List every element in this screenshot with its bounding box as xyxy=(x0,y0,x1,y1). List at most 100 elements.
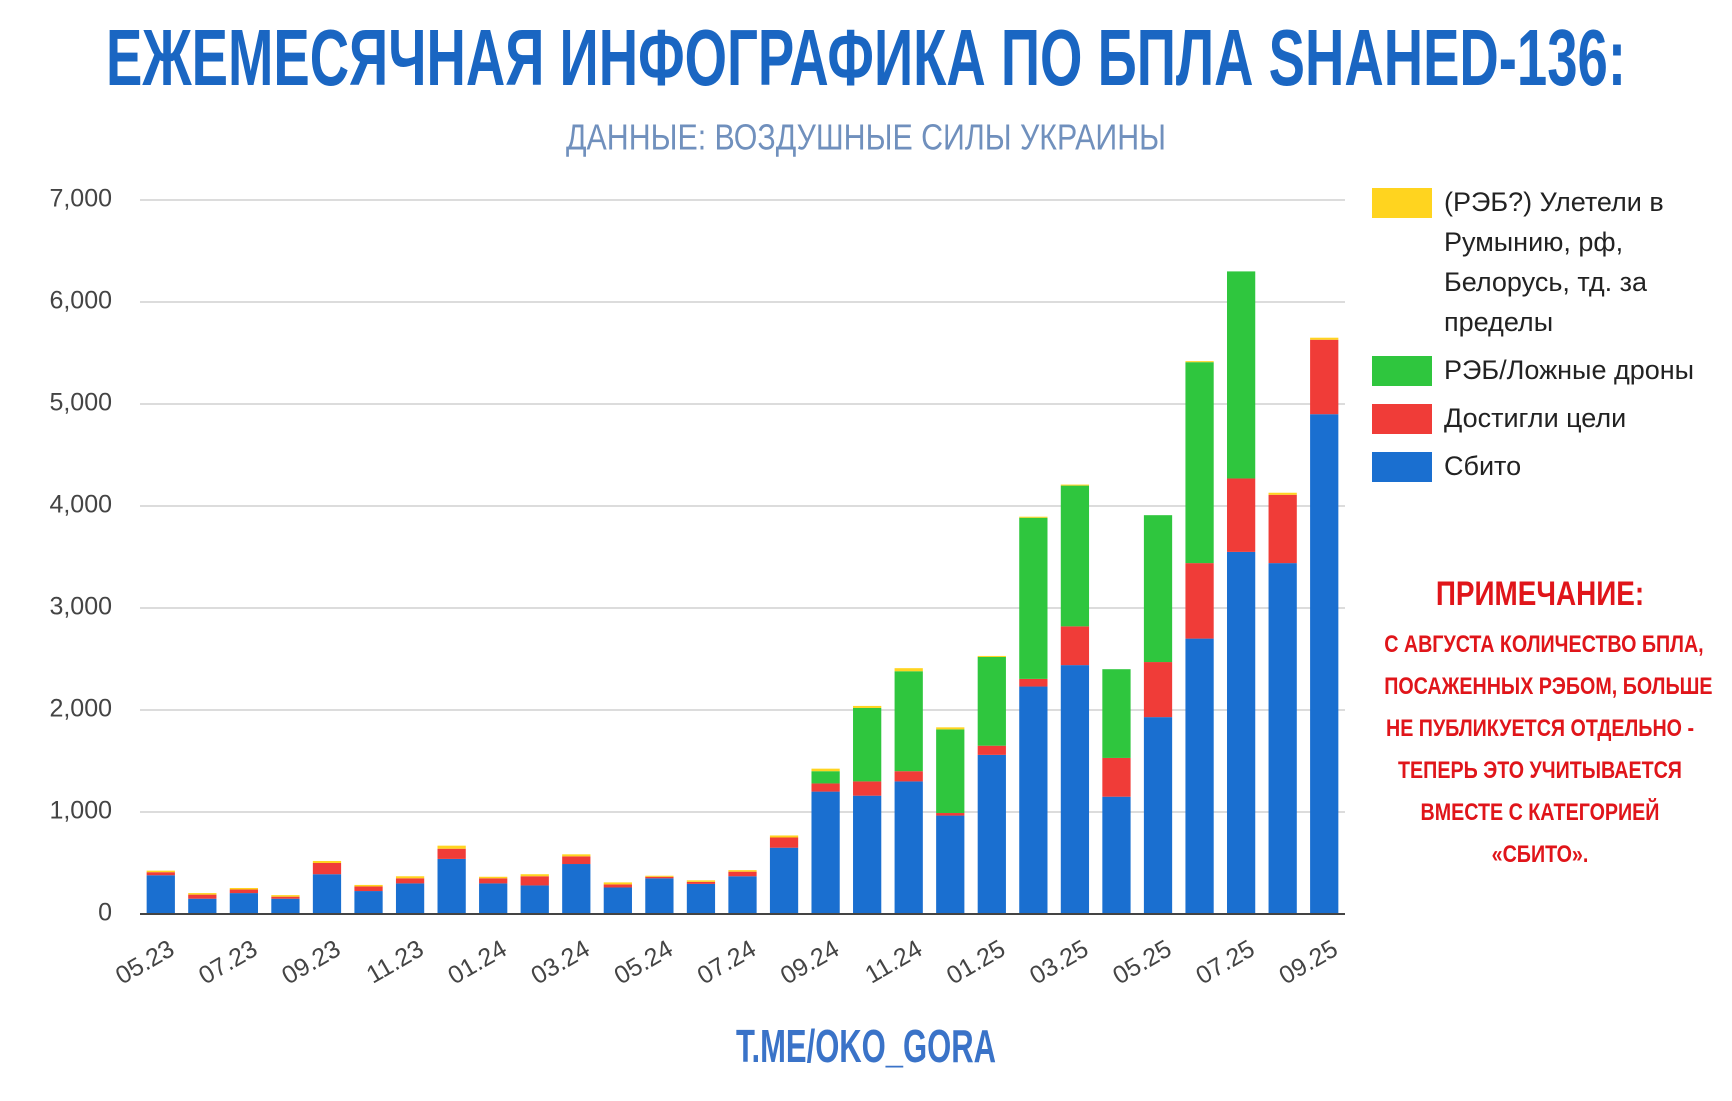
bar-segment xyxy=(229,887,259,890)
note: ПРИМЕЧАНИЕ: С АВГУСТА КОЛИЧЕСТВО БПЛА, ПО… xyxy=(1350,575,1730,876)
bar-segment xyxy=(977,656,1006,746)
bar-segment xyxy=(437,858,466,914)
y-tick-label: 3,000 xyxy=(49,593,112,621)
note-line: «СБИТО». xyxy=(1491,841,1589,868)
bar-segment xyxy=(769,835,799,838)
footer: T.ME/OKO_GORA xyxy=(736,1020,996,1072)
bar-segment xyxy=(728,871,757,877)
bar-segment xyxy=(894,671,923,772)
bar-segment xyxy=(853,781,882,796)
bar-segment xyxy=(395,878,425,884)
bar-segment xyxy=(811,768,840,772)
x-tick-label: 07.24 xyxy=(693,935,761,991)
x-tick-label: 01.25 xyxy=(942,935,1010,991)
bar-segment xyxy=(271,896,300,899)
bar-segment xyxy=(1226,551,1256,914)
bar-segment xyxy=(936,815,965,914)
x-tick-label: 11.23 xyxy=(362,935,429,990)
bar-segment xyxy=(977,745,1006,755)
bar-segment xyxy=(312,874,342,914)
y-tick-label: 2,000 xyxy=(49,695,112,723)
legend-label: (РЭБ?) Улетели в Румынию, рф, Белорусь, … xyxy=(1444,187,1664,337)
bar-segment xyxy=(188,894,217,899)
bar-segment xyxy=(603,882,632,885)
bar-segment xyxy=(686,880,716,882)
bar-segment xyxy=(686,881,716,884)
bar-segment xyxy=(479,883,508,914)
bar-segment xyxy=(479,878,508,884)
x-tick-label: 03.24 xyxy=(526,935,594,991)
x-tick-label: 05.25 xyxy=(1108,935,1176,991)
x-tick-label: 07.23 xyxy=(194,935,262,991)
x-tick-label: 01.24 xyxy=(443,935,511,991)
y-tick-label: 1,000 xyxy=(49,797,112,825)
bar-segment xyxy=(1060,485,1090,627)
bar-segment xyxy=(229,893,259,914)
bar-segment xyxy=(520,874,549,877)
bar-segment xyxy=(1143,515,1173,663)
legend-item: Сбито xyxy=(1372,450,1702,486)
legend-swatch xyxy=(1372,188,1432,218)
bar-segment xyxy=(811,771,840,784)
bar-segment xyxy=(1143,717,1173,914)
y-tick-label: 6,000 xyxy=(49,287,112,315)
y-tick-label: 7,000 xyxy=(49,185,112,213)
bar-segment xyxy=(728,870,757,872)
bar-segment xyxy=(853,795,882,914)
y-tick-label: 0 xyxy=(98,899,112,927)
bar-segment xyxy=(354,886,383,892)
chart-subtitle: ДАННЫЕ: ВОЗДУШНЫЕ СИЛЫ УКРАИНЫ xyxy=(566,117,1166,158)
bar-segment xyxy=(188,893,217,895)
y-tick-label: 5,000 xyxy=(49,389,112,417)
bar-segment xyxy=(562,854,591,857)
legend-swatch xyxy=(1372,356,1432,386)
bar-segment xyxy=(354,891,383,914)
bar-segment xyxy=(188,898,217,914)
legend-item: Достигли цели xyxy=(1372,402,1702,438)
bar-segment xyxy=(686,883,716,914)
bar-segment xyxy=(562,864,591,914)
bar-segment xyxy=(312,860,342,863)
x-tick-label: 09.25 xyxy=(1274,935,1342,991)
bar-segment xyxy=(312,863,342,875)
bar-segment xyxy=(1019,678,1048,687)
bar-segment xyxy=(1019,516,1048,518)
bar-segment xyxy=(479,876,508,879)
bar-segment xyxy=(769,837,799,848)
bar-segment xyxy=(229,889,259,894)
bar-segment xyxy=(520,876,549,886)
bar-segment xyxy=(603,884,632,888)
x-tick-label: 07.25 xyxy=(1191,935,1259,991)
legend-label: Достигли цели xyxy=(1444,403,1627,433)
bar-segment xyxy=(1060,626,1090,666)
bar-segment xyxy=(977,754,1006,914)
bar-segment xyxy=(894,668,923,672)
bar-segment xyxy=(395,876,425,879)
bar-segment xyxy=(146,872,175,876)
bar-segment xyxy=(562,856,591,865)
bar-segment xyxy=(1268,492,1297,495)
chart-title: ЕЖЕМЕСЯЧНАЯ ИНФОГРАФИКА ПО БПЛА SHAHED-1… xyxy=(106,13,1626,102)
bar-segment xyxy=(1226,478,1256,552)
note-line: ПОСАЖЕННЫХ РЭБОМ, БОЛЬШЕ xyxy=(1384,673,1713,700)
bar-segment xyxy=(1185,362,1214,564)
bar-segment xyxy=(645,876,674,879)
bar-segment xyxy=(936,727,965,730)
bar-segment xyxy=(354,884,383,887)
bar-segment xyxy=(1060,665,1090,914)
bar-segment xyxy=(1310,337,1339,340)
bar-segment xyxy=(1310,414,1339,914)
bar-segment xyxy=(395,883,425,914)
legend-label: Сбито xyxy=(1444,451,1522,481)
bar-segment xyxy=(936,729,965,814)
bar-segment xyxy=(894,771,923,782)
bar-segment xyxy=(936,813,965,816)
x-tick-label: 03.25 xyxy=(1025,935,1093,991)
bar-segment xyxy=(520,885,549,914)
bar-segment xyxy=(894,781,923,914)
bar-segment xyxy=(853,707,882,782)
x-tick-label: 09.24 xyxy=(776,935,844,991)
bar-segment xyxy=(437,848,466,859)
note-title: ПРИМЕЧАНИЕ: xyxy=(1435,575,1645,613)
